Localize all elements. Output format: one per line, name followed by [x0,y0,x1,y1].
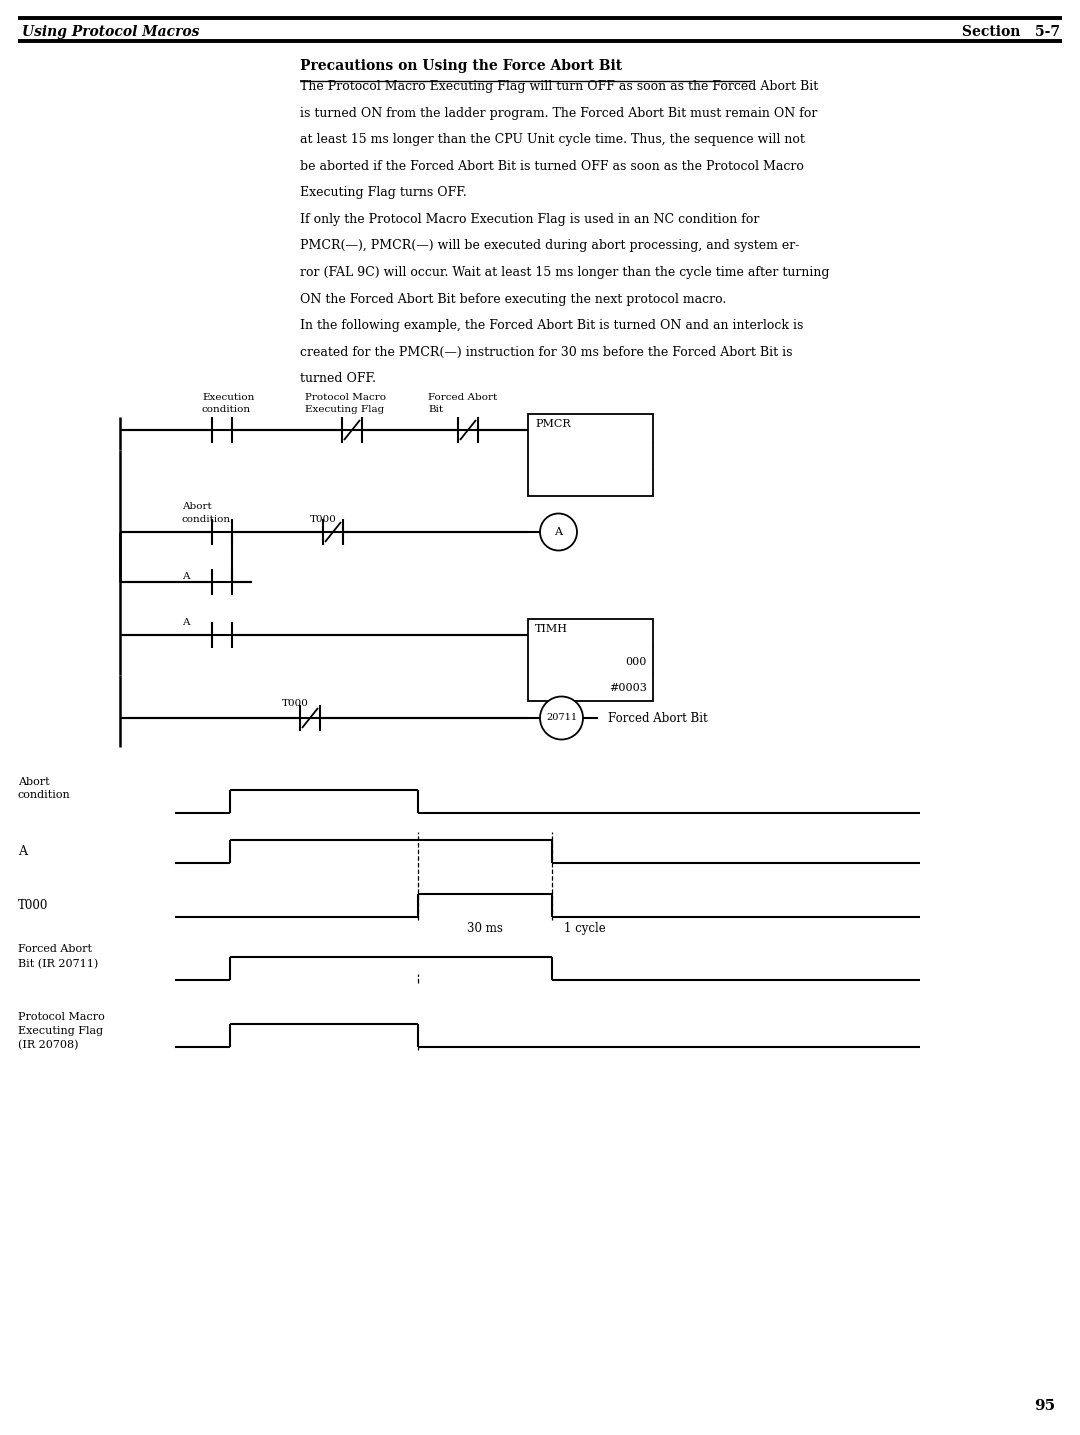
Text: A: A [554,527,563,537]
Text: ON the Forced Abort Bit before executing the next protocol macro.: ON the Forced Abort Bit before executing… [300,293,726,306]
Text: be aborted if the Forced Abort Bit is turned OFF as soon as the Protocol Macro: be aborted if the Forced Abort Bit is tu… [300,159,804,172]
Text: Using Protocol Macros: Using Protocol Macros [22,24,200,39]
Text: Execution: Execution [202,393,255,402]
Text: The Protocol Macro Executing Flag will turn OFF as soon as the Forced Abort Bit: The Protocol Macro Executing Flag will t… [300,80,819,93]
Text: 30 ms: 30 ms [467,923,503,936]
Text: TIMH: TIMH [535,624,568,634]
Text: #0003: #0003 [609,683,647,693]
Text: A: A [18,845,27,858]
Text: A: A [183,573,189,581]
Text: at least 15 ms longer than the CPU Unit cycle time. Thus, the sequence will not: at least 15 ms longer than the CPU Unit … [300,133,805,146]
Text: Forced Abort: Forced Abort [18,944,92,954]
Text: ror (FAL 9C) will occur. Wait at least 15 ms longer than the cycle time after tu: ror (FAL 9C) will occur. Wait at least 1… [300,265,829,278]
Text: 000: 000 [625,657,647,667]
Text: Protocol Macro: Protocol Macro [305,393,386,402]
Bar [528,618,653,702]
Text: In the following example, the Forced Abort Bit is turned ON and an interlock is: In the following example, the Forced Abo… [300,319,804,331]
Text: T000: T000 [282,699,309,707]
Text: A: A [183,618,189,627]
Text: 20711: 20711 [545,713,577,722]
Text: created for the PMCR(—) instruction for 30 ms before the Forced Abort Bit is: created for the PMCR(—) instruction for … [300,346,793,359]
Text: T000: T000 [18,898,49,913]
Text: Abort: Abort [18,776,50,786]
Text: turned OFF.: turned OFF. [300,372,376,385]
Text: condition: condition [202,405,252,415]
Text: (IR 20708): (IR 20708) [18,1040,79,1050]
Text: Executing Flag turns OFF.: Executing Flag turns OFF. [300,187,467,199]
Text: 95: 95 [1034,1399,1055,1413]
Circle shape [540,514,577,551]
Text: If only the Protocol Macro Execution Flag is used in an NC condition for: If only the Protocol Macro Execution Fla… [300,212,759,225]
Text: Bit (IR 20711): Bit (IR 20711) [18,959,98,969]
Circle shape [540,696,583,739]
Text: PMCR: PMCR [535,419,570,429]
Text: Section   5-7: Section 5-7 [962,24,1059,39]
Text: condition: condition [18,791,71,799]
Text: Precautions on Using the Force Abort Bit: Precautions on Using the Force Abort Bit [300,59,622,73]
Text: Protocol Macro: Protocol Macro [18,1012,105,1022]
Text: T000: T000 [310,515,337,524]
Text: condition: condition [183,515,231,524]
Text: 1 cycle: 1 cycle [564,923,606,936]
Text: PMCR(—), PMCR(—) will be executed during abort processing, and system er-: PMCR(—), PMCR(—) will be executed during… [300,240,799,253]
Text: Abort: Abort [183,502,212,511]
Text: Bit: Bit [428,405,443,415]
Text: Executing Flag: Executing Flag [18,1026,103,1036]
Bar [528,415,653,497]
Text: Forced Abort Bit: Forced Abort Bit [608,712,707,725]
Text: Forced Abort: Forced Abort [428,393,497,402]
Text: is turned ON from the ladder program. The Forced Abort Bit must remain ON for: is turned ON from the ladder program. Th… [300,106,818,119]
Text: Executing Flag: Executing Flag [305,405,384,415]
